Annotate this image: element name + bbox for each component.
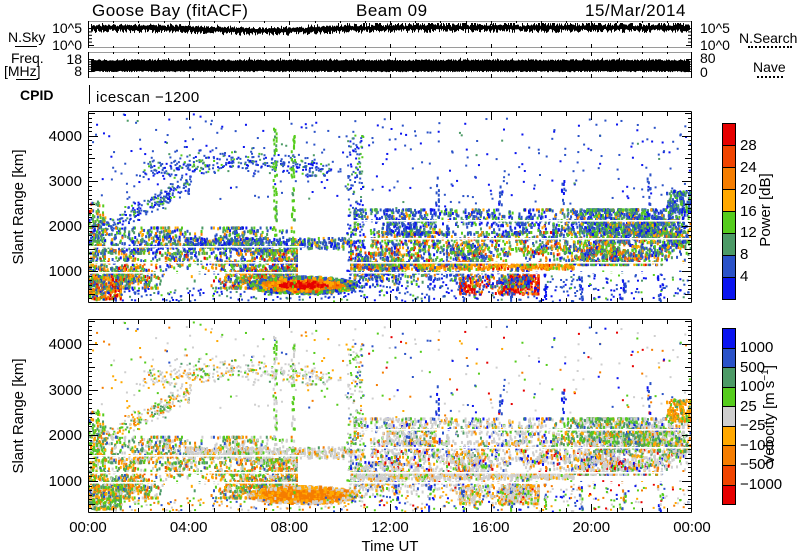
frequency-strip-plot (88, 52, 692, 78)
cpid-value: icescan −1200 (96, 89, 200, 106)
colorbar-tick-label: 24 (740, 158, 757, 176)
colorbar-segment (723, 485, 735, 505)
cpid-axis-line (89, 85, 90, 104)
solid-line-sample-icon (16, 79, 38, 80)
power-colorbar-title: Power [dB] (757, 173, 774, 247)
colorbar-tick-label: 4 (740, 268, 749, 286)
noise-strip-plot (88, 21, 692, 48)
date-label: 15/Mar/2014 (585, 1, 686, 20)
colorbar-segment (723, 407, 735, 427)
noise-right-tick-top: 10^5 (700, 20, 730, 36)
nave-label: Nave (753, 59, 786, 75)
colorbar-tick-label: −500 (740, 456, 774, 474)
x-tick-label: 00:00 (673, 519, 711, 536)
power-y-axis-title: Slant Range [km] (10, 149, 27, 265)
colorbar-segment (723, 426, 735, 447)
noise-right-tick-bottom: 10^0 (700, 37, 730, 53)
station-title: Goose Bay (fitACF) (92, 1, 249, 20)
noise-sky-label: N.Sky (8, 29, 46, 45)
y-tick-label: 2000 (48, 427, 82, 445)
y-tick-label: 1000 (48, 473, 82, 490)
colorbar-tick-label: −1000 (740, 475, 783, 493)
y-tick-label: 3000 (48, 381, 82, 399)
colorbar-segment (723, 168, 735, 190)
colorbar-segment (723, 212, 735, 234)
nave-tick-top: 80 (700, 50, 716, 66)
colorbar-tick-label: 25 (740, 397, 757, 415)
cpid-label: CPID (20, 87, 54, 103)
colorbar-tick-label: 28 (740, 136, 757, 154)
power-colorbar (722, 123, 736, 300)
colorbar-tick-label: 16 (740, 202, 757, 220)
colorbar-segment (723, 124, 735, 146)
colorbar-segment (723, 146, 735, 168)
y-tick-label: 2000 (48, 218, 82, 236)
colorbar-segment (723, 348, 735, 369)
colorbar-segment (723, 465, 735, 486)
colorbar-tick-label: 8 (740, 246, 749, 264)
freq-label-line1: Freq. (11, 50, 44, 66)
x-tick-label: 08:00 (270, 519, 309, 536)
colorbar-segment (723, 387, 735, 408)
noise-search-label: N.Search (739, 30, 798, 46)
y-tick-label: 4000 (48, 336, 82, 354)
colorbar-tick-label: 100 (740, 378, 766, 396)
x-tick-label: 12:00 (371, 519, 409, 536)
nave-tick-bottom: 0 (700, 64, 708, 80)
dotted-line-sample-icon (757, 76, 783, 78)
dotted-line-sample-icon (748, 46, 792, 48)
colorbar-segment (723, 278, 735, 299)
colorbar-tick-label: 20 (740, 180, 757, 198)
velocity-y-axis-title: Slant Range [km] (10, 358, 27, 474)
colorbar-tick-label: −100 (740, 436, 774, 454)
colorbar-segment (723, 234, 735, 256)
colorbar-tick-label: 500 (740, 358, 766, 376)
x-tick-label: 00:00 (69, 519, 107, 536)
colorbar-segment (723, 368, 735, 388)
freq-tick-bottom: 8 (74, 63, 82, 79)
colorbar-segment (723, 256, 735, 278)
colorbar-segment (723, 190, 735, 212)
solid-line-sample-icon (15, 46, 37, 47)
beam-label: Beam 09 (356, 1, 428, 20)
colorbar-segment (723, 329, 735, 349)
freq-label-line2: [MHz] (4, 63, 41, 79)
colorbar-segment (723, 446, 735, 466)
x-tick-label: 20:00 (572, 519, 611, 536)
y-tick-label: 4000 (48, 127, 82, 145)
y-tick-label: 3000 (48, 173, 82, 190)
noise-tick-top: 10^5 (52, 20, 82, 36)
x-axis-title: Time UT (361, 538, 419, 554)
x-tick-label: 16:00 (471, 519, 510, 536)
power-panel-plot (88, 111, 692, 303)
colorbar-tick-label: −25 (740, 417, 766, 435)
noise-tick-bottom: 10^0 (52, 37, 82, 53)
velocity-colorbar (722, 328, 736, 505)
colorbar-tick-label: 12 (740, 224, 757, 242)
velocity-panel-plot (88, 319, 692, 513)
y-tick-label: 1000 (48, 263, 82, 281)
colorbar-tick-label: 1000 (740, 339, 774, 357)
x-tick-label: 04:00 (169, 519, 208, 536)
freq-tick-top: 18 (66, 51, 82, 67)
